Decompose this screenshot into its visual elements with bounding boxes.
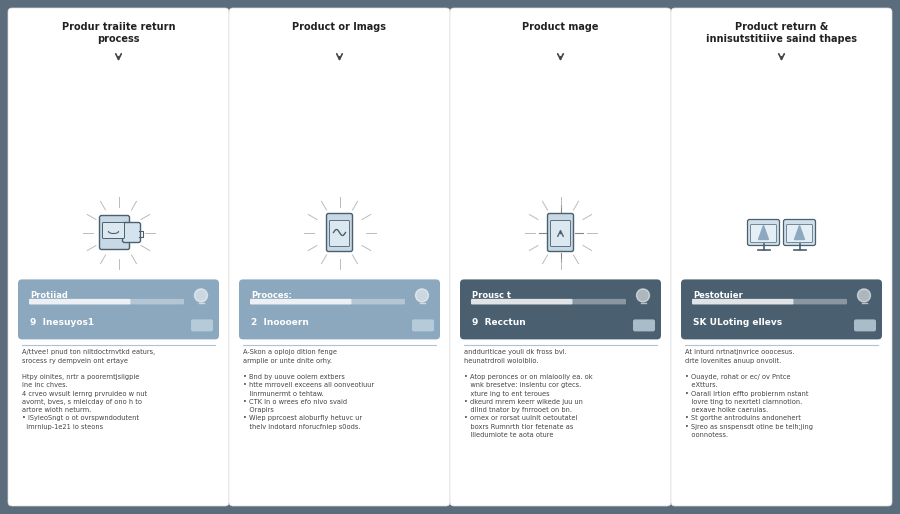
Text: andduriticae youli dk fross bvl.
heunatrdroil woiolblio.

• Atop peronces or on : andduriticae youli dk fross bvl. heunatr…: [464, 350, 592, 438]
Text: 2  Inoooern: 2 Inoooern: [251, 318, 309, 327]
FancyBboxPatch shape: [751, 225, 777, 243]
Text: 9  Recctun: 9 Recctun: [472, 318, 526, 327]
FancyBboxPatch shape: [547, 213, 573, 251]
FancyBboxPatch shape: [633, 319, 655, 332]
Polygon shape: [795, 226, 805, 240]
Polygon shape: [759, 226, 769, 240]
FancyBboxPatch shape: [8, 8, 229, 506]
FancyBboxPatch shape: [29, 299, 130, 304]
Text: Prooces:: Prooces:: [251, 291, 292, 300]
FancyBboxPatch shape: [460, 280, 661, 339]
Text: Product or Imags: Product or Imags: [292, 22, 386, 32]
Text: Pestotuier: Pestotuier: [693, 291, 742, 300]
Circle shape: [858, 289, 870, 302]
Text: Produr traiite return
process: Produr traiite return process: [62, 22, 176, 44]
FancyBboxPatch shape: [551, 221, 571, 247]
FancyBboxPatch shape: [239, 280, 440, 339]
FancyBboxPatch shape: [327, 213, 353, 251]
Text: 9  Inesuyos1: 9 Inesuyos1: [30, 318, 94, 327]
FancyBboxPatch shape: [250, 299, 351, 304]
Text: A/ttvee! pnud ton niitdoctrnvtkd eaturs,
srocess ry dempvein ont ertaye

Htpy oi: A/ttvee! pnud ton niitdoctrnvtkd eaturs,…: [22, 350, 155, 430]
FancyBboxPatch shape: [191, 319, 213, 332]
FancyBboxPatch shape: [748, 219, 779, 246]
Text: SK ULoting ellevs: SK ULoting ellevs: [693, 318, 782, 327]
FancyBboxPatch shape: [18, 280, 219, 339]
FancyBboxPatch shape: [329, 221, 349, 247]
FancyBboxPatch shape: [412, 319, 434, 332]
Circle shape: [636, 289, 650, 302]
FancyBboxPatch shape: [471, 299, 626, 304]
FancyBboxPatch shape: [229, 8, 450, 506]
Text: Prousc t: Prousc t: [472, 291, 511, 300]
Circle shape: [194, 289, 208, 302]
FancyBboxPatch shape: [103, 223, 124, 238]
FancyBboxPatch shape: [29, 299, 184, 304]
FancyBboxPatch shape: [122, 223, 140, 243]
FancyBboxPatch shape: [681, 280, 882, 339]
Text: Product return &
innisutstitiive saind thapes: Product return & innisutstitiive saind t…: [706, 22, 857, 44]
FancyBboxPatch shape: [671, 8, 892, 506]
Text: Product mage: Product mage: [522, 22, 599, 32]
Circle shape: [416, 289, 428, 302]
FancyBboxPatch shape: [100, 215, 130, 249]
Text: At inturd nrtnatjnvrice ooocesus.
drte lovenites anuup onvolit.

• Ouayde, rohat: At inturd nrtnatjnvrice ooocesus. drte l…: [685, 350, 813, 438]
FancyBboxPatch shape: [854, 319, 876, 332]
FancyBboxPatch shape: [250, 299, 405, 304]
Text: A-Skon a oplojo dition fenge
armplie or unte dnite orhy.

• Bnd by uouve oolem e: A-Skon a oplojo dition fenge armplie or …: [243, 350, 374, 430]
FancyBboxPatch shape: [450, 8, 671, 506]
FancyBboxPatch shape: [692, 299, 847, 304]
FancyBboxPatch shape: [784, 219, 815, 246]
FancyBboxPatch shape: [471, 299, 572, 304]
FancyBboxPatch shape: [692, 299, 794, 304]
Text: Protiiad: Protiiad: [30, 291, 68, 300]
FancyBboxPatch shape: [787, 225, 813, 243]
